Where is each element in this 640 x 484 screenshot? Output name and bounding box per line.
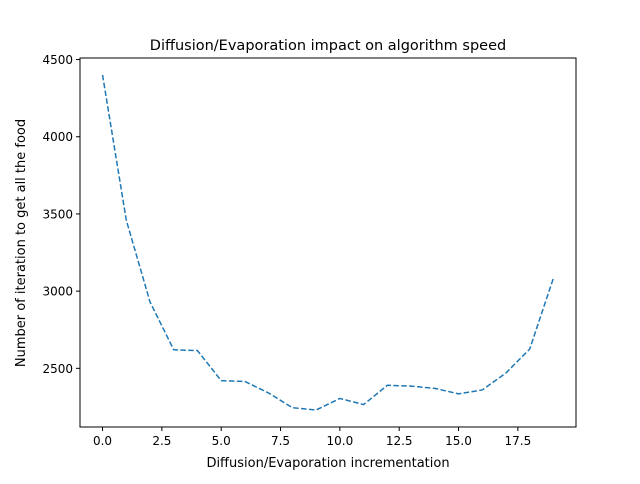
y-tick-label: 4500 bbox=[42, 53, 73, 67]
x-tick-label: 10.0 bbox=[327, 434, 354, 448]
axes-frame bbox=[79, 57, 577, 428]
x-tick-label: 7.5 bbox=[271, 434, 290, 448]
x-tick-label: 5.0 bbox=[212, 434, 231, 448]
x-tick-label: 12.5 bbox=[386, 434, 413, 448]
x-tick-label: 15.0 bbox=[445, 434, 472, 448]
y-tick-label: 4000 bbox=[42, 130, 73, 144]
plot-area bbox=[101, 74, 555, 411]
x-tick-label: 17.5 bbox=[504, 434, 531, 448]
x-tick-label: 0.0 bbox=[93, 434, 112, 448]
x-tick-label: 2.5 bbox=[152, 434, 171, 448]
chart-title: Diffusion/Evaporation impact on algorith… bbox=[150, 38, 506, 54]
y-tick-label: 2500 bbox=[42, 362, 73, 376]
y-axis-label: Number of iteration to get all the food bbox=[14, 119, 29, 367]
y-axis-ticks: 2500 3000 3500 4000 4500 bbox=[42, 53, 80, 376]
x-axis-ticks: 0.0 2.5 5.0 7.5 10.0 12.5 15.0 17.5 bbox=[93, 427, 531, 448]
x-axis-label: Diffusion/Evaporation incrementation bbox=[206, 456, 449, 471]
y-tick-label: 3000 bbox=[42, 285, 73, 299]
series-line bbox=[101, 74, 555, 411]
y-tick-label: 3500 bbox=[42, 207, 73, 221]
